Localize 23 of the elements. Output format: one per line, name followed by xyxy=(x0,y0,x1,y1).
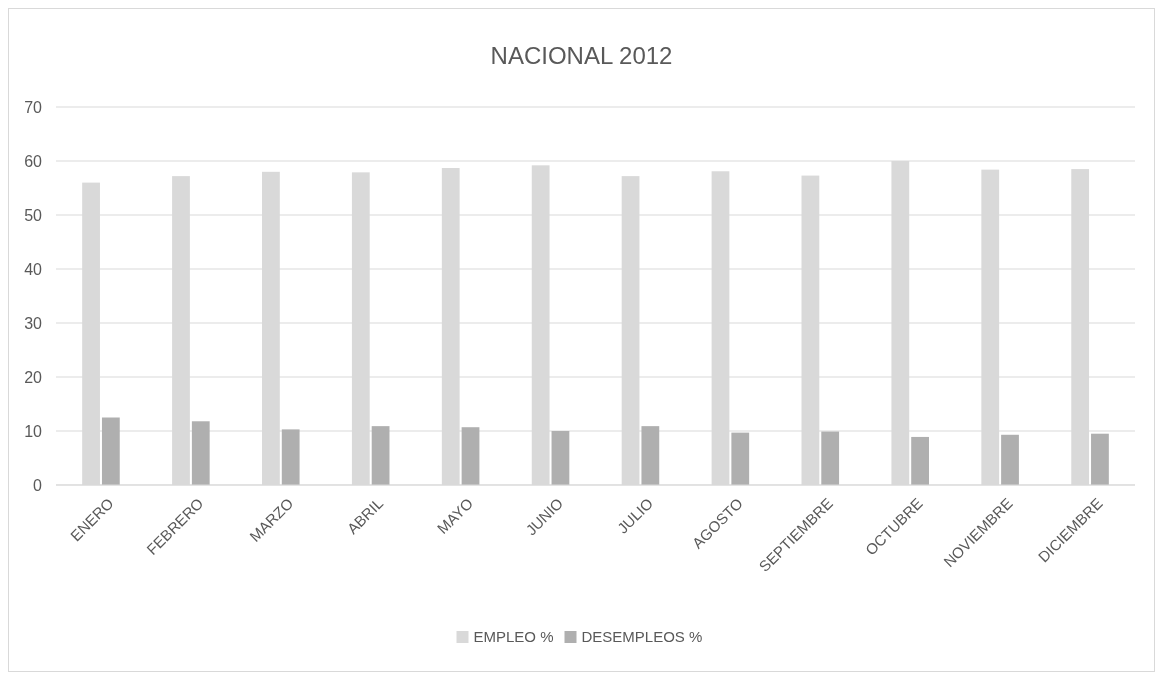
bar xyxy=(1001,434,1019,485)
y-tick-label: 50 xyxy=(24,206,43,224)
bar xyxy=(731,432,750,485)
y-tick-label: 30 xyxy=(24,314,43,332)
y-tick-label: 20 xyxy=(24,368,43,386)
bar xyxy=(191,421,210,485)
bar xyxy=(461,427,480,485)
chart-title: NACIONAL 2012 xyxy=(490,42,673,69)
y-tick-label: 10 xyxy=(24,422,43,440)
bar xyxy=(1091,433,1109,485)
bar xyxy=(281,429,300,485)
bar xyxy=(641,426,660,485)
bar xyxy=(911,436,929,485)
y-tick-label: 60 xyxy=(24,152,43,170)
legend-label: EMPLEO % xyxy=(473,628,554,646)
bar xyxy=(551,431,570,485)
bar xyxy=(821,431,840,485)
y-tick-label: 0 xyxy=(33,476,43,494)
bar xyxy=(371,426,390,485)
bar xyxy=(101,417,120,485)
y-tick-label: 70 xyxy=(24,98,43,116)
y-tick-label: 40 xyxy=(24,260,43,278)
legend-label: DESEMPLEOS % xyxy=(581,628,703,646)
